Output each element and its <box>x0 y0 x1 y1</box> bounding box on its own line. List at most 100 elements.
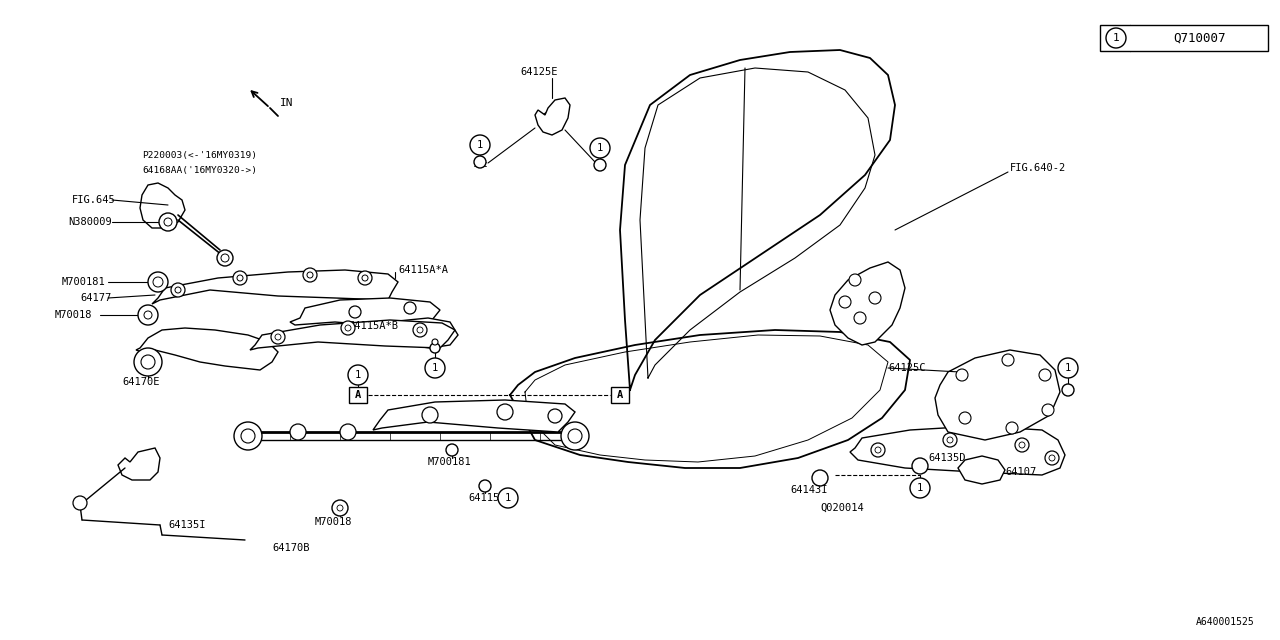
Circle shape <box>943 433 957 447</box>
Circle shape <box>445 444 458 456</box>
Polygon shape <box>250 320 454 350</box>
Text: A640001525: A640001525 <box>1197 617 1254 627</box>
Circle shape <box>1106 28 1126 48</box>
Circle shape <box>498 488 518 508</box>
Circle shape <box>1050 455 1055 461</box>
Circle shape <box>812 470 828 486</box>
Circle shape <box>1015 438 1029 452</box>
Circle shape <box>307 272 314 278</box>
Polygon shape <box>152 270 398 304</box>
Circle shape <box>959 412 972 424</box>
Circle shape <box>346 325 351 331</box>
Circle shape <box>349 306 361 318</box>
Polygon shape <box>829 262 905 345</box>
Text: 64168AA('16MY0320->): 64168AA('16MY0320->) <box>142 166 257 175</box>
Circle shape <box>470 135 490 155</box>
Text: 64125C: 64125C <box>888 363 925 373</box>
Text: M70018: M70018 <box>315 517 352 527</box>
Text: P220003(<-'16MY0319): P220003(<-'16MY0319) <box>142 150 257 159</box>
Circle shape <box>332 500 348 516</box>
Text: A: A <box>355 390 361 400</box>
Circle shape <box>358 271 372 285</box>
Circle shape <box>233 271 247 285</box>
Bar <box>349 387 367 403</box>
Circle shape <box>159 213 177 231</box>
Circle shape <box>913 458 928 474</box>
Circle shape <box>291 424 306 440</box>
Circle shape <box>947 437 954 443</box>
Text: FIG.645: FIG.645 <box>72 195 115 205</box>
Text: A: A <box>617 390 623 400</box>
Circle shape <box>430 343 440 353</box>
Text: 64115A*B: 64115A*B <box>348 321 398 331</box>
Text: M700181: M700181 <box>61 277 106 287</box>
Circle shape <box>340 321 355 335</box>
Polygon shape <box>541 103 563 126</box>
Circle shape <box>1042 404 1053 416</box>
Circle shape <box>275 334 282 340</box>
Circle shape <box>838 296 851 308</box>
Text: 64143I: 64143I <box>790 485 827 495</box>
Circle shape <box>337 505 343 511</box>
Circle shape <box>1062 384 1074 396</box>
Circle shape <box>548 409 562 423</box>
Polygon shape <box>291 298 440 328</box>
Text: 1: 1 <box>431 363 438 373</box>
Circle shape <box>348 365 369 385</box>
Circle shape <box>425 358 445 378</box>
Circle shape <box>956 369 968 381</box>
Polygon shape <box>378 318 458 348</box>
Text: 64107: 64107 <box>1005 467 1037 477</box>
Circle shape <box>870 443 884 457</box>
Circle shape <box>218 250 233 266</box>
Circle shape <box>172 283 186 297</box>
Circle shape <box>474 156 486 168</box>
Text: Q020014: Q020014 <box>820 503 864 513</box>
Text: M700181: M700181 <box>428 457 472 467</box>
Text: 1: 1 <box>596 143 603 153</box>
Circle shape <box>303 268 317 282</box>
Polygon shape <box>372 400 575 432</box>
Text: FIG.640-2: FIG.640-2 <box>1010 163 1066 173</box>
Circle shape <box>590 138 611 158</box>
Circle shape <box>1039 369 1051 381</box>
Circle shape <box>271 330 285 344</box>
Circle shape <box>134 348 163 376</box>
Text: 1: 1 <box>1112 33 1120 43</box>
Text: 1: 1 <box>504 493 511 503</box>
Text: M70018: M70018 <box>55 310 92 320</box>
Circle shape <box>362 275 369 281</box>
Circle shape <box>221 254 229 262</box>
Circle shape <box>422 407 438 423</box>
Text: 64170B: 64170B <box>273 543 310 553</box>
Circle shape <box>73 496 87 510</box>
Circle shape <box>237 275 243 281</box>
Circle shape <box>497 404 513 420</box>
Circle shape <box>479 480 492 492</box>
Circle shape <box>234 422 262 450</box>
Circle shape <box>148 272 168 292</box>
Text: N380009: N380009 <box>68 217 111 227</box>
Circle shape <box>1059 358 1078 378</box>
Polygon shape <box>850 426 1065 475</box>
Polygon shape <box>934 350 1060 440</box>
Polygon shape <box>118 448 160 480</box>
Bar <box>1100 25 1268 51</box>
Circle shape <box>433 339 438 345</box>
Bar <box>611 387 628 403</box>
Circle shape <box>138 305 157 325</box>
Circle shape <box>417 327 422 333</box>
Text: 64177: 64177 <box>81 293 111 303</box>
Text: Q710007: Q710007 <box>1172 31 1225 45</box>
Circle shape <box>340 424 356 440</box>
Polygon shape <box>957 456 1005 484</box>
Text: 64115A*A: 64115A*A <box>398 265 448 275</box>
Text: 1: 1 <box>1065 363 1071 373</box>
Circle shape <box>1002 354 1014 366</box>
Text: 1: 1 <box>916 483 923 493</box>
Text: 1: 1 <box>355 370 361 380</box>
Text: IN: IN <box>280 98 293 108</box>
Circle shape <box>175 287 180 293</box>
Text: 64170E: 64170E <box>122 377 160 387</box>
Circle shape <box>1044 451 1059 465</box>
